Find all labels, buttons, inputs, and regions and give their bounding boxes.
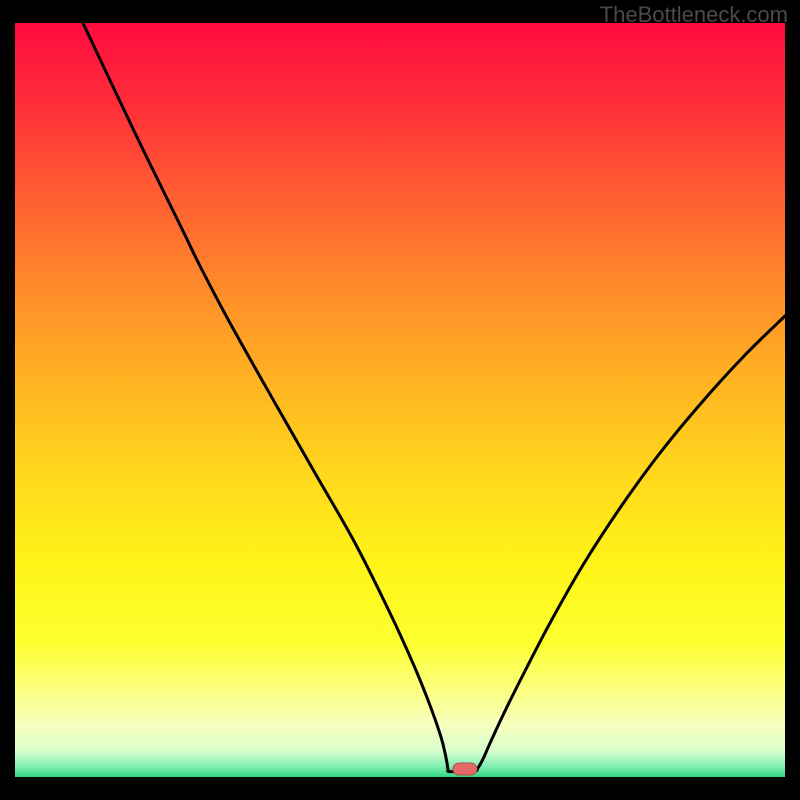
- optimal-point-marker: [452, 762, 478, 776]
- watermark-text: TheBottleneck.com: [600, 2, 788, 28]
- optimal-point-pill: [453, 763, 477, 775]
- bottleneck-curve-path: [83, 23, 785, 772]
- plot-area: [15, 23, 785, 777]
- chart-frame: TheBottleneck.com: [0, 0, 800, 800]
- bottleneck-curve: [15, 23, 785, 777]
